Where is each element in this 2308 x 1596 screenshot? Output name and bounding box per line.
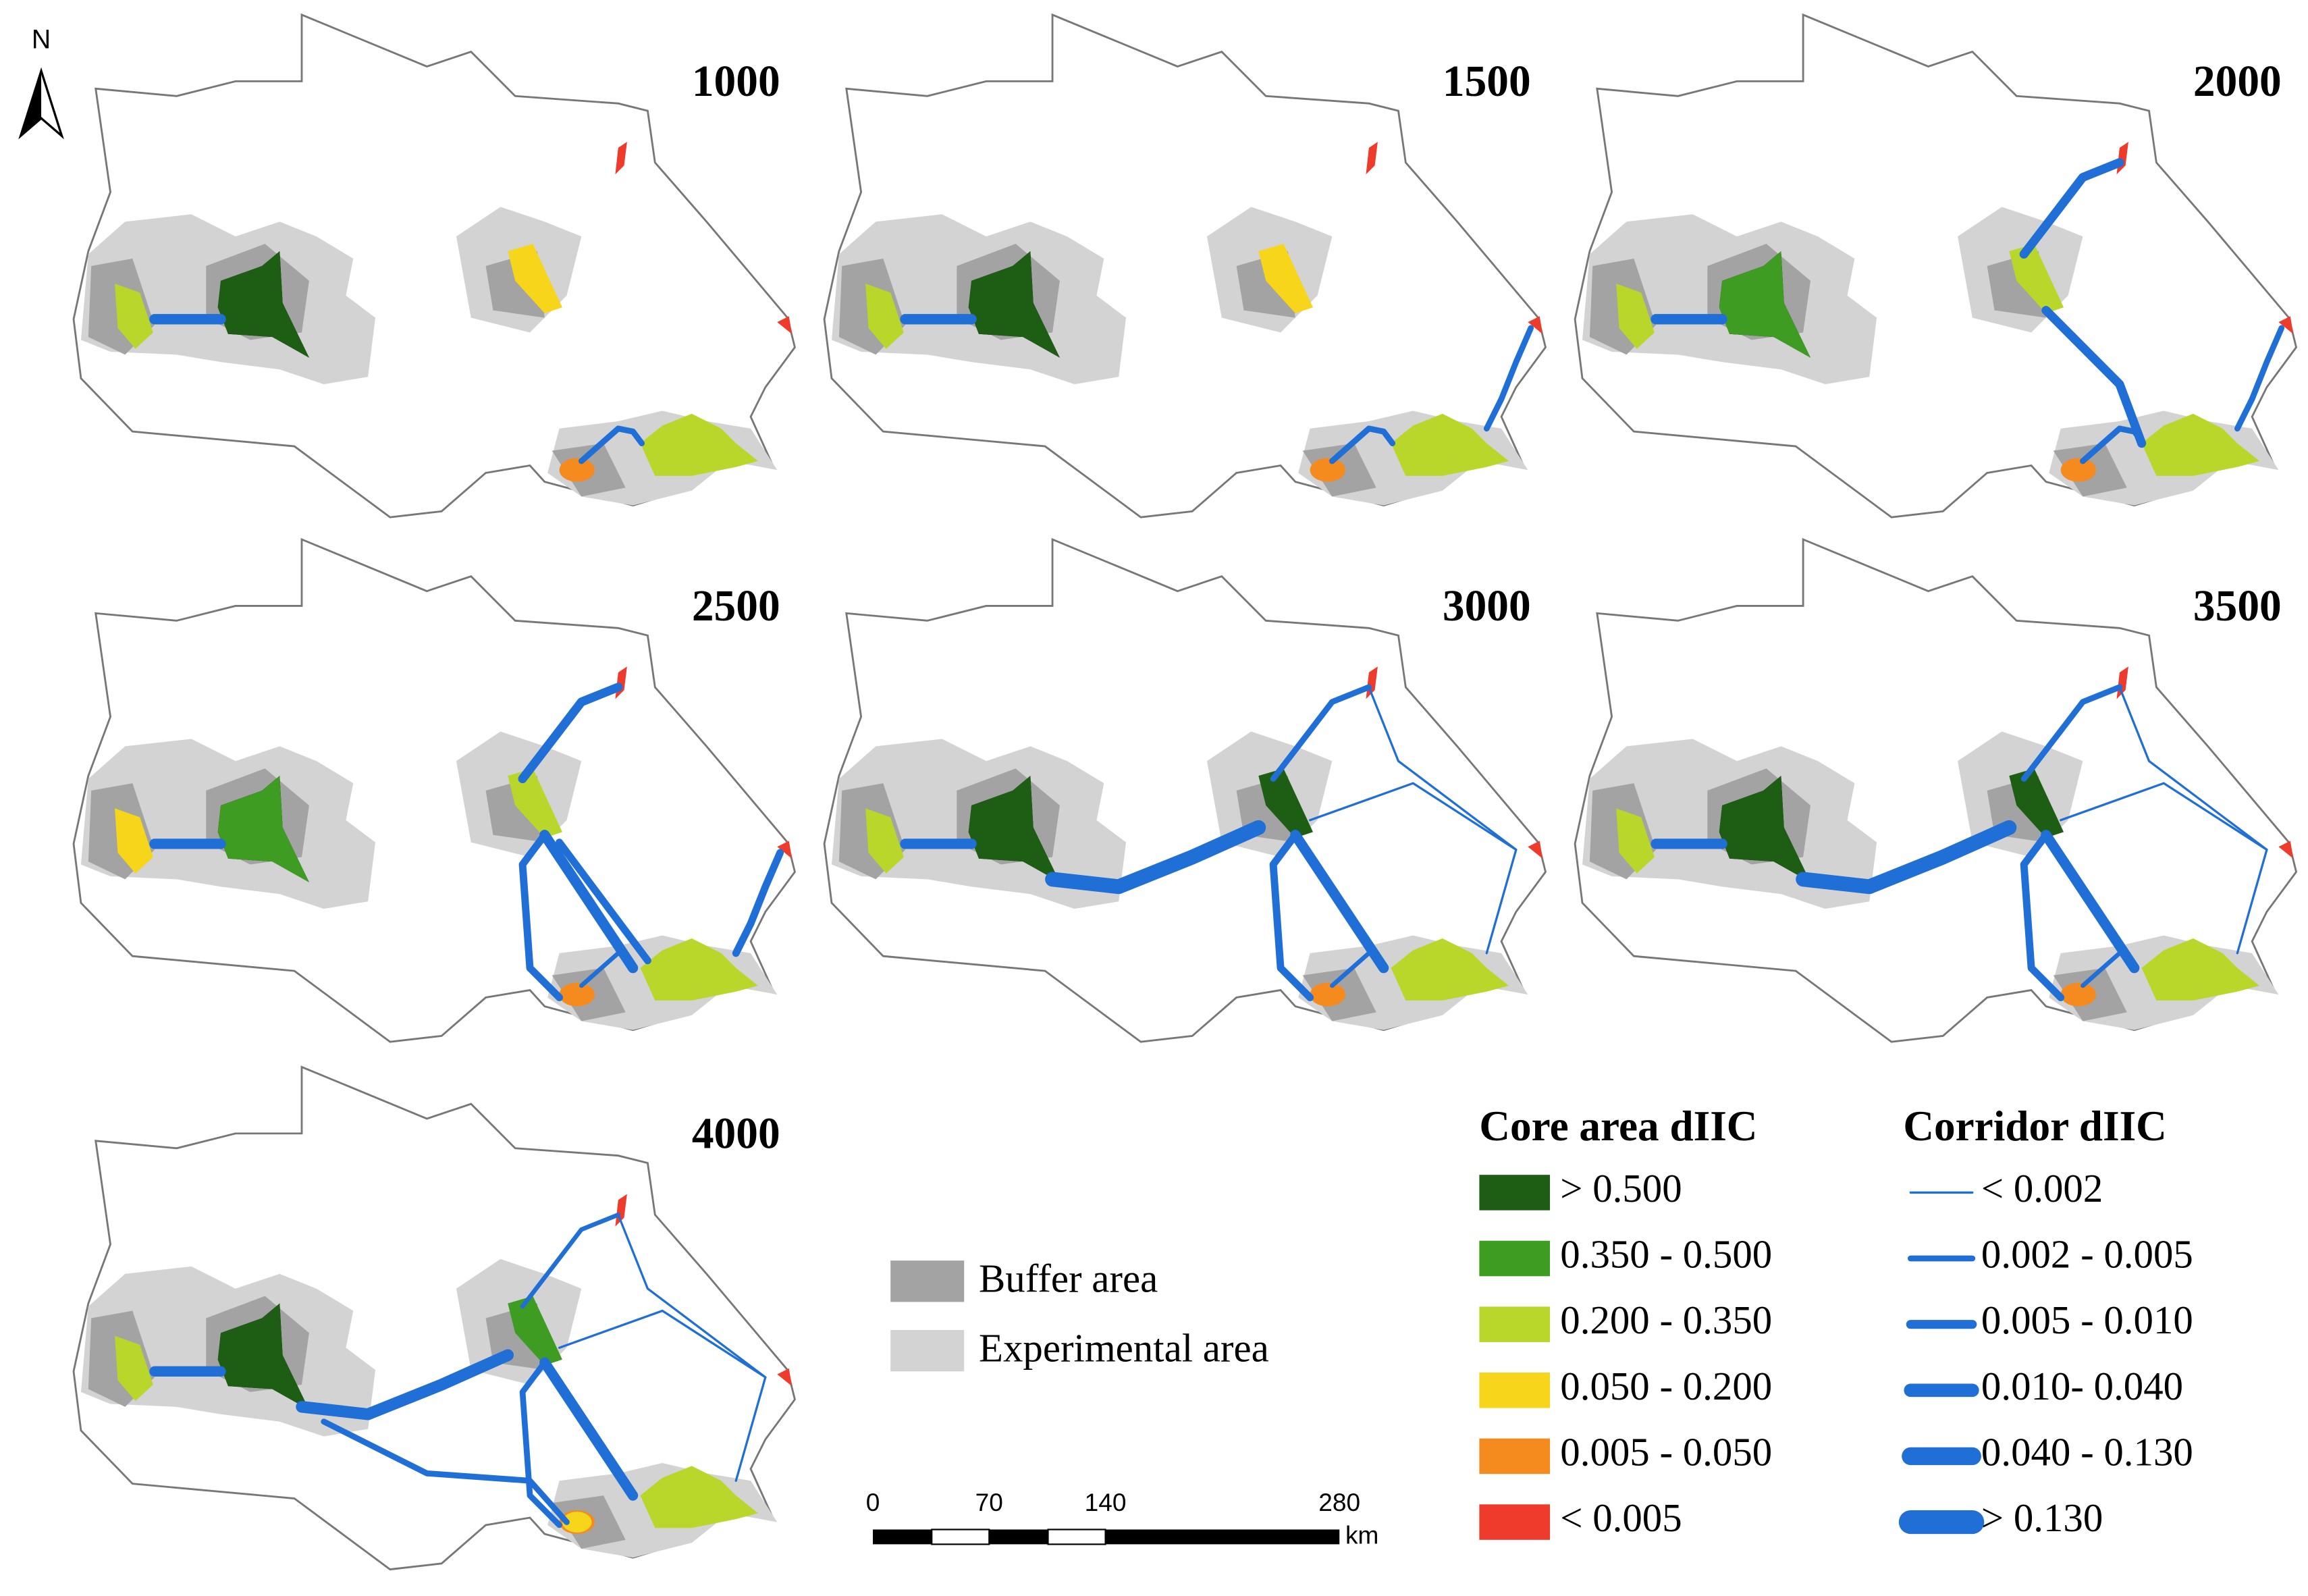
panel-title: 1500 <box>1443 57 1531 106</box>
north-arrow: N <box>18 25 64 140</box>
panel-title: 4000 <box>692 1109 780 1158</box>
legend-swatch <box>1479 1373 1551 1408</box>
map-panel: 2500 <box>72 538 796 1043</box>
legend-label: 0.010- 0.040 <box>1981 1364 2183 1408</box>
map-panel: 4000 <box>72 1065 796 1571</box>
map-panel: 1000 <box>72 14 796 518</box>
legend-swatch <box>890 1260 965 1302</box>
legend-label: 0.002 - 0.005 <box>1981 1232 2193 1277</box>
map-panel: 3500 <box>1574 538 2297 1043</box>
map-panel: 1500 <box>823 14 1547 518</box>
scale-label: 0 <box>866 1488 880 1516</box>
north-label: N <box>32 25 51 55</box>
panel-title: 3500 <box>2193 582 2282 631</box>
legend-label: 0.050 - 0.200 <box>1560 1364 1772 1408</box>
legend-swatch <box>890 1330 965 1372</box>
legend-swatch <box>1479 1306 1551 1342</box>
scale-unit: km <box>1345 1520 1378 1549</box>
legend-label: < 0.002 <box>1981 1166 2103 1211</box>
legend-title: Corridor dIIC <box>1903 1102 2166 1150</box>
legend-label: 0.350 - 0.500 <box>1560 1232 1772 1277</box>
panel-title: 2000 <box>2193 57 2282 106</box>
legend-label: Experimental area <box>979 1325 1269 1370</box>
legend-label: > 0.500 <box>1560 1166 1682 1211</box>
panel-title: 2500 <box>692 582 780 631</box>
legend-swatch <box>1479 1240 1551 1277</box>
scale-bar: 0 70 140 280 km <box>866 1488 1379 1549</box>
map-panel: 2000 <box>1574 14 2297 518</box>
legend-label: 0.200 - 0.350 <box>1560 1298 1772 1342</box>
legend-swatch <box>1479 1504 1551 1540</box>
legend-label: 0.005 - 0.050 <box>1560 1429 1772 1474</box>
scale-label: 70 <box>975 1488 1003 1516</box>
scale-label: 280 <box>1318 1488 1360 1516</box>
legend-label: Buffer area <box>979 1256 1158 1300</box>
legend: Buffer area Experimental area Core area dI… <box>890 1102 2193 1540</box>
legend-label: 0.040 - 0.130 <box>1981 1429 2193 1474</box>
legend-swatch <box>1479 1175 1551 1211</box>
panel-title: 1000 <box>692 57 780 106</box>
scale-label: 140 <box>1085 1488 1127 1516</box>
legend-swatch <box>1479 1438 1551 1474</box>
legend-label: 0.005 - 0.010 <box>1981 1298 2193 1342</box>
legend-label: < 0.005 <box>1560 1495 1682 1540</box>
legend-title: Core area dIIC <box>1479 1102 1757 1150</box>
panel-title: 3000 <box>1443 582 1531 631</box>
map-panel: 3000 <box>823 538 1547 1043</box>
legend-label: > 0.130 <box>1981 1495 2103 1540</box>
